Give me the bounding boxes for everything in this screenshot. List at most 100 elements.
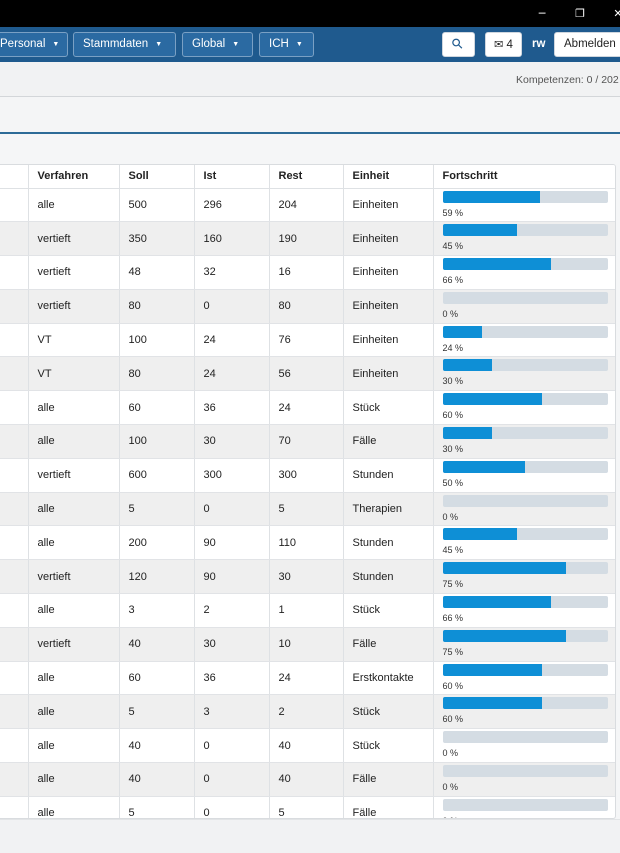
progress-percent: 45 % xyxy=(442,241,464,252)
progress-bar xyxy=(442,596,608,609)
restore-icon[interactable]: ❐ xyxy=(575,7,585,20)
table-row[interactable]: vertieft 80 0 80 Einheiten 0 % xyxy=(0,289,615,324)
messages-count: 4 xyxy=(506,39,513,51)
table-row[interactable]: alle 200 90 110 Stunden 45 % xyxy=(0,525,615,561)
cell-verfahren: vertieft xyxy=(28,221,120,257)
progress-percent: 75 % xyxy=(442,579,464,590)
close-icon[interactable]: ✕ xyxy=(613,7,620,20)
row-cell-clipped xyxy=(0,188,29,223)
cell-soll: 200 xyxy=(119,525,195,561)
menu-ich[interactable]: ICH ▼ xyxy=(259,32,314,57)
progress-percent: 66 % xyxy=(442,275,464,286)
cell-einheit: Fälle xyxy=(343,796,434,818)
cell-ist: 0 xyxy=(194,289,270,324)
logout-button[interactable]: Abmelden xyxy=(554,32,620,57)
navbar: Personal ▼ Stammdaten ▼ Global ▼ ICH ▼ ⚲ ✉ 4… xyxy=(0,27,620,62)
cell-einheit: Fälle xyxy=(343,424,434,459)
table-row[interactable]: vertieft 48 32 16 Einheiten 66 % xyxy=(0,255,615,290)
table-row[interactable]: vertieft 350 160 190 Einheiten 45 % xyxy=(0,221,615,257)
cell-rest: 56 xyxy=(269,356,344,392)
progress-bar xyxy=(442,663,608,676)
table-row[interactable]: vertieft 120 90 30 Stunden 75 % xyxy=(0,559,615,595)
cell-ist: 30 xyxy=(194,424,270,459)
row-cell-clipped xyxy=(0,559,29,595)
progress-bar-fill xyxy=(442,460,525,473)
cell-soll: 40 xyxy=(119,762,195,797)
cell-ist: 90 xyxy=(194,525,270,561)
cell-soll: 5 xyxy=(119,694,195,730)
menu-stammdaten-label: Stammdaten xyxy=(83,38,149,50)
caret-down-icon: ▼ xyxy=(232,41,240,48)
table-row[interactable]: alle 5 3 2 Stück 60 % xyxy=(0,694,615,730)
progress-percent: 24 % xyxy=(442,342,464,353)
table-row[interactable]: alle 60 36 24 Erstkontakte 60 % xyxy=(0,661,615,696)
column-header-ist[interactable]: Ist xyxy=(194,165,270,189)
column-header[interactable] xyxy=(0,165,29,189)
menu-personal-label: Personal xyxy=(0,38,46,50)
progress-percent: 0 % xyxy=(442,511,459,522)
table-row[interactable]: alle 60 36 24 Stück 60 % xyxy=(0,390,615,426)
cell-soll: 60 xyxy=(119,661,195,696)
cell-einheit: Therapien xyxy=(343,492,434,527)
progress-bar xyxy=(442,359,608,372)
sub-header: Kompetenzen: 0 / 202 xyxy=(0,62,620,97)
table-row[interactable]: vertieft 40 30 10 Fälle 75 % xyxy=(0,627,615,662)
cell-einheit: Stunden xyxy=(343,525,434,561)
column-header-rest[interactable]: Rest xyxy=(269,165,344,189)
cell-soll: 60 xyxy=(119,390,195,426)
progress-bar-fill xyxy=(442,359,492,372)
cell-rest: 16 xyxy=(269,255,344,290)
cell-ist: 90 xyxy=(194,559,270,595)
table-row[interactable]: alle 100 30 70 Fälle 30 % xyxy=(0,424,615,459)
cell-ist: 0 xyxy=(194,492,270,527)
cell-verfahren: vertieft xyxy=(28,458,120,493)
progress-bar-fill xyxy=(442,528,517,541)
search-button[interactable]: ⚲ xyxy=(442,32,475,57)
progress-bar xyxy=(442,460,608,473)
column-header-fortschritt[interactable]: Fortschritt xyxy=(433,165,615,189)
cell-fortschritt: 30 % xyxy=(433,424,615,459)
footer xyxy=(0,819,620,853)
progress-bar xyxy=(442,427,608,440)
row-cell-clipped xyxy=(0,525,29,561)
mail-icon: ✉ xyxy=(494,38,504,51)
cell-fortschritt: 0 % xyxy=(433,762,615,797)
menu-stammdaten[interactable]: Stammdaten ▼ xyxy=(73,32,176,57)
cell-fortschritt: 45 % xyxy=(433,221,615,257)
table-row[interactable]: alle 40 0 40 Stück 0 % xyxy=(0,728,615,764)
cell-verfahren: alle xyxy=(28,728,120,764)
table-row[interactable]: vertieft 600 300 300 Stunden 50 % xyxy=(0,458,615,493)
column-header-verfahren[interactable]: Verfahren xyxy=(28,165,120,189)
menu-global[interactable]: Global ▼ xyxy=(182,32,253,57)
table-row[interactable]: alle 40 0 40 Fälle 0 % xyxy=(0,762,615,797)
table-row[interactable]: VT 100 24 76 Einheiten 24 % xyxy=(0,323,615,358)
progress-bar xyxy=(442,190,608,203)
table-row[interactable]: alle505Fälle0 % xyxy=(0,796,615,818)
row-cell-clipped xyxy=(0,323,29,358)
table-row[interactable]: alle 500 296 204 Einheiten 59 % xyxy=(0,188,615,223)
cell-einheit: Einheiten xyxy=(343,289,434,324)
cell-fortschritt: 66 % xyxy=(433,255,615,290)
messages-button[interactable]: ✉ 4 xyxy=(485,32,522,57)
column-header-einheit[interactable]: Einheit xyxy=(343,165,434,189)
cell-verfahren: vertieft xyxy=(28,255,120,290)
table-row[interactable]: alle 5 0 5 Therapien 0 % xyxy=(0,492,615,527)
menu-personal[interactable]: Personal ▼ xyxy=(0,32,68,57)
cell-einheit: Einheiten xyxy=(343,356,434,392)
cell-einheit: Einheiten xyxy=(343,255,434,290)
cell-ist: 300 xyxy=(194,458,270,493)
cell-verfahren: alle xyxy=(28,796,120,818)
cell-verfahren: alle xyxy=(28,525,120,561)
cell-verfahren: VT xyxy=(28,323,120,358)
minimize-icon[interactable]: ─ xyxy=(538,7,546,20)
column-header-soll[interactable]: Soll xyxy=(119,165,195,189)
table-row[interactable]: VT 80 24 56 Einheiten 30 % xyxy=(0,356,615,392)
cell-verfahren: alle xyxy=(28,188,120,223)
row-cell-clipped xyxy=(0,221,29,257)
progress-percent: 66 % xyxy=(442,613,464,624)
progress-bar xyxy=(442,697,608,710)
cell-rest: 24 xyxy=(269,390,344,426)
progress-table: Verfahren Soll Ist Rest Einheit Fortschr… xyxy=(0,165,615,818)
progress-percent: 50 % xyxy=(442,477,464,488)
table-row[interactable]: alle 3 2 1 Stück 66 % xyxy=(0,593,615,628)
